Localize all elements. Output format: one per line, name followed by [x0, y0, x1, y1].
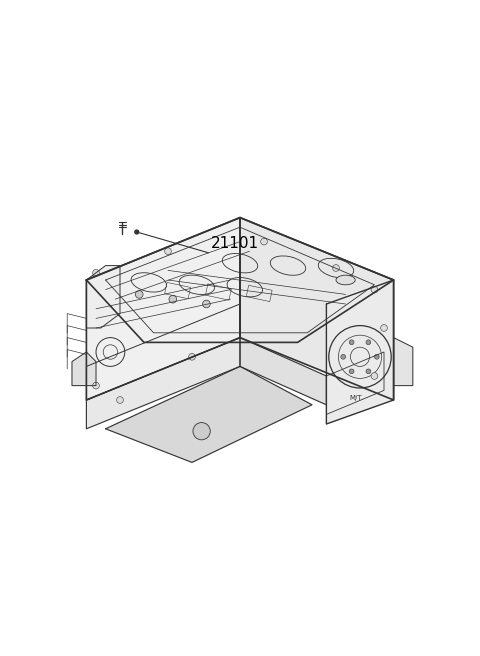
- Circle shape: [117, 397, 123, 403]
- Circle shape: [193, 422, 210, 440]
- Polygon shape: [240, 218, 394, 400]
- Circle shape: [203, 300, 210, 308]
- Polygon shape: [72, 352, 96, 386]
- Polygon shape: [106, 367, 312, 462]
- Circle shape: [371, 286, 378, 293]
- Circle shape: [93, 270, 99, 276]
- Circle shape: [366, 369, 371, 374]
- Polygon shape: [86, 218, 394, 342]
- Circle shape: [371, 373, 378, 379]
- Circle shape: [374, 354, 379, 359]
- Circle shape: [165, 248, 171, 255]
- Circle shape: [349, 340, 354, 344]
- Circle shape: [366, 340, 371, 344]
- Circle shape: [381, 325, 387, 331]
- Circle shape: [349, 369, 354, 374]
- Circle shape: [333, 264, 339, 272]
- Ellipse shape: [336, 276, 355, 285]
- Bar: [246, 285, 272, 302]
- Bar: [205, 284, 231, 300]
- Circle shape: [102, 286, 109, 293]
- Circle shape: [93, 382, 99, 389]
- Polygon shape: [394, 338, 413, 386]
- Circle shape: [169, 295, 177, 303]
- Polygon shape: [240, 338, 326, 405]
- Polygon shape: [326, 280, 394, 424]
- Text: M/T: M/T: [349, 395, 361, 401]
- Circle shape: [261, 238, 267, 245]
- Polygon shape: [86, 338, 240, 429]
- Polygon shape: [86, 218, 240, 400]
- Polygon shape: [86, 266, 120, 328]
- Text: 21101: 21101: [211, 236, 259, 251]
- Circle shape: [135, 230, 139, 234]
- Circle shape: [189, 354, 195, 360]
- Circle shape: [135, 291, 143, 298]
- Bar: [165, 283, 191, 298]
- Circle shape: [341, 354, 346, 359]
